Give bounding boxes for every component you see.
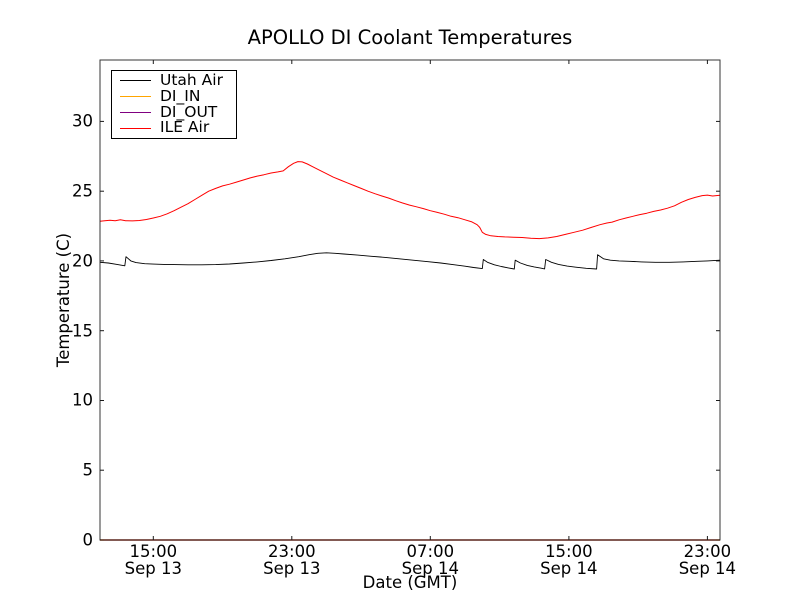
series-line-ile-air: [99, 161, 721, 240]
series-line-utah-air: [99, 252, 721, 270]
x-tick-label: 07:00 Sep 14: [401, 542, 459, 578]
y-tick-label: 25: [72, 181, 93, 201]
x-axis-label: Date (GMT): [362, 573, 458, 592]
x-tick-label: 23:00 Sep 13: [263, 542, 321, 578]
y-tick-label: 5: [82, 460, 94, 480]
axes-frame: [99, 59, 721, 541]
y-tick-label: 15: [72, 321, 93, 341]
y-tick-label: 20: [72, 251, 93, 271]
legend-line-sample-ile-air: [120, 127, 151, 129]
legend-item-di-out: DI_OUT: [112, 102, 236, 121]
x-tick-label: 23:00 Sep 14: [678, 542, 737, 578]
legend-label-utah-air: Utah Air: [160, 71, 223, 90]
legend-label-di-out: DI_OUT: [160, 102, 218, 121]
legend-line-sample-utah-air: [120, 80, 151, 82]
chart-title: APOLLO DI Coolant Temperatures: [247, 26, 573, 49]
legend: Utah Air DI_IN DI_OUT ILE Air: [111, 70, 237, 139]
legend-label-ile-air: ILE Air: [160, 118, 210, 137]
legend-label-di-in: DI_IN: [160, 86, 201, 105]
y-tick-label: 10: [72, 390, 93, 410]
y-tick-label: 30: [72, 111, 93, 131]
legend-item-di-in: DI_IN: [112, 86, 236, 105]
legend-item-ile-air: ILE Air: [112, 120, 236, 136]
legend-line-sample-di-out: [120, 111, 151, 113]
y-tick-label: 0: [82, 530, 94, 550]
legend-item-utah-air: Utah Air: [112, 73, 236, 89]
legend-line-sample-di-in: [120, 96, 151, 98]
x-tick-label: 15:00 Sep 14: [540, 542, 598, 578]
x-tick-label: 15:00 Sep 13: [124, 542, 182, 578]
